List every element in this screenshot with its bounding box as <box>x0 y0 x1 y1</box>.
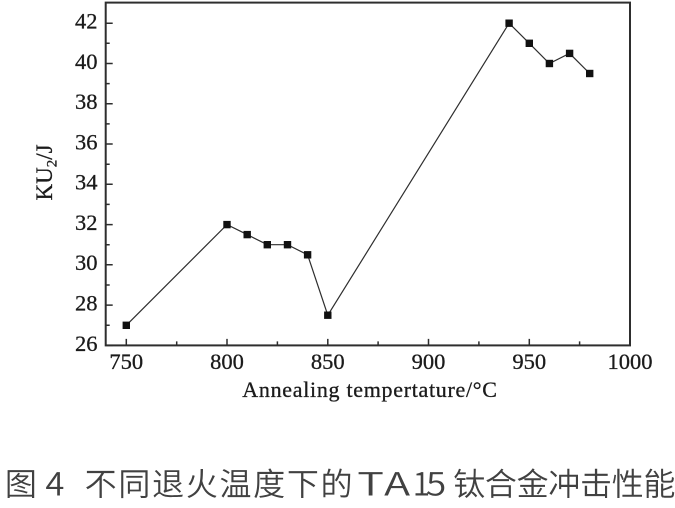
svg-text:28: 28 <box>75 291 98 316</box>
svg-text:32: 32 <box>75 210 98 235</box>
svg-text:1000: 1000 <box>608 349 653 374</box>
svg-text:38: 38 <box>75 89 98 114</box>
svg-text:850: 850 <box>311 349 345 374</box>
svg-text:Annealing tempertature/°C: Annealing tempertature/°C <box>242 377 497 402</box>
svg-text:26: 26 <box>75 331 98 356</box>
svg-text:30: 30 <box>75 250 98 275</box>
svg-text:34: 34 <box>75 170 98 195</box>
svg-text:36: 36 <box>75 129 98 154</box>
svg-text:42: 42 <box>75 9 98 34</box>
svg-text:KU2/J: KU2/J <box>32 144 61 200</box>
svg-text:750: 750 <box>109 349 143 374</box>
svg-text:40: 40 <box>75 49 98 74</box>
svg-text:950: 950 <box>512 349 546 374</box>
svg-text:900: 900 <box>412 349 446 374</box>
svg-text:800: 800 <box>210 349 244 374</box>
